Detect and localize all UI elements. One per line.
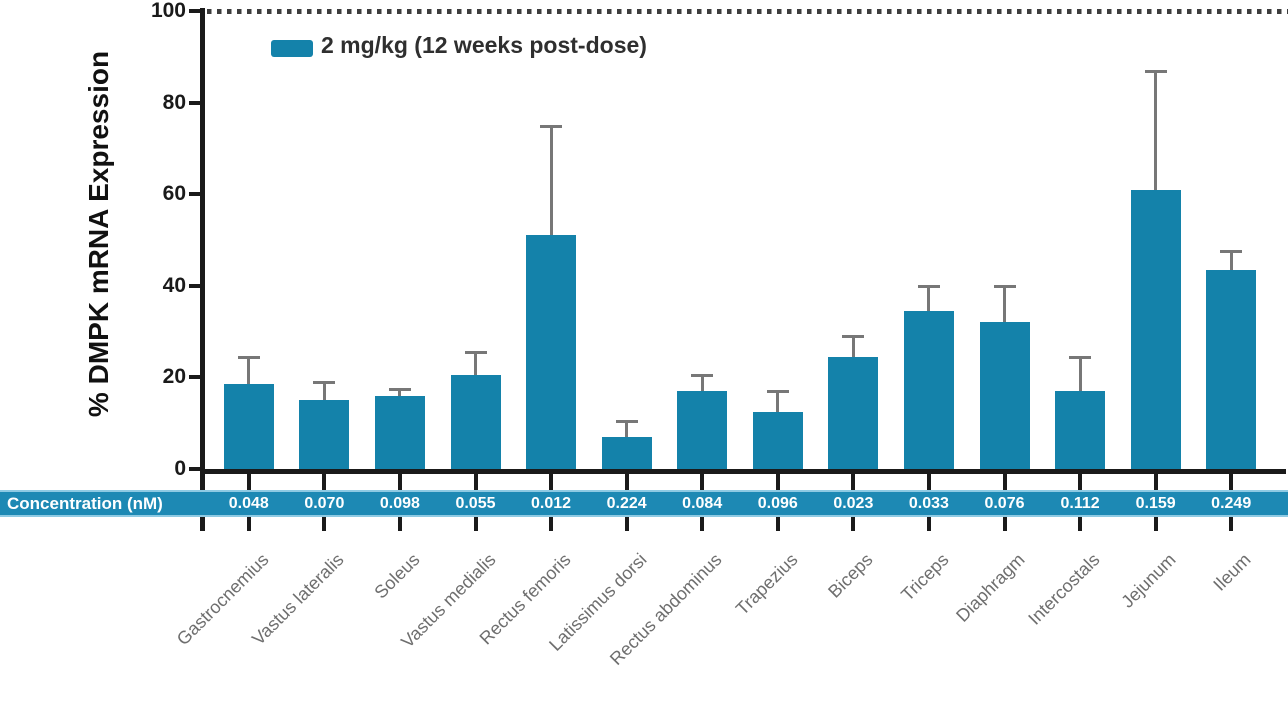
y-tick-mark	[189, 375, 200, 380]
bar-soleus	[374, 395, 425, 469]
error-bar-cap	[1220, 250, 1243, 254]
error-bar-cap	[237, 355, 260, 359]
y-tick-label: 0	[174, 457, 186, 480]
concentration-value: 0.084	[682, 495, 723, 512]
concentration-band-label: Concentration (nM)	[7, 494, 163, 513]
error-bar-line	[700, 375, 704, 392]
concentration-value: 0.098	[379, 495, 420, 512]
error-bar-cap	[313, 380, 336, 384]
error-bar-line	[398, 388, 402, 396]
error-bar-cap	[766, 390, 789, 394]
error-bar-cap	[1144, 69, 1167, 73]
concentration-value: 0.012	[531, 495, 572, 512]
concentration-value: 0.023	[833, 495, 874, 512]
error-bar-line	[1229, 251, 1233, 270]
bar-rectus-abdominus	[677, 391, 728, 469]
bar-latissimus-dorsi	[601, 436, 652, 469]
y-tick-label: 40	[162, 273, 186, 297]
error-bar-cap	[615, 419, 638, 423]
error-bar-line	[549, 125, 553, 236]
concentration-value: 0.033	[908, 495, 949, 512]
concentration-value: 0.055	[455, 495, 496, 512]
concentration-value: 0.096	[757, 495, 798, 512]
bar-vastus-medialis	[450, 375, 501, 469]
bar-jejunum	[1130, 189, 1181, 469]
bar-triceps	[903, 310, 954, 469]
bar-ileum	[1206, 269, 1257, 469]
y-tick-mark	[189, 283, 200, 288]
error-bar-cap	[917, 284, 940, 288]
error-bar-cap	[540, 124, 563, 128]
concentration-value: 0.249	[1211, 495, 1252, 512]
x-category-label: Gastrocnemius	[172, 549, 273, 650]
error-bar-cap	[388, 387, 411, 391]
error-bar-line	[1154, 70, 1158, 190]
y-tick-label: 80	[162, 90, 186, 114]
concentration-value: 0.076	[984, 495, 1025, 512]
y-tick-mark	[189, 192, 200, 197]
error-bar-line	[1003, 285, 1006, 323]
bar-trapezius	[752, 411, 803, 469]
error-bar-line	[625, 420, 629, 437]
error-bar-line	[851, 336, 855, 357]
reference-line-100	[207, 9, 1288, 14]
bar-biceps	[828, 356, 879, 469]
concentration-value: 0.159	[1135, 495, 1176, 512]
y-tick-mark	[189, 467, 200, 471]
error-bar-cap	[993, 284, 1016, 288]
error-bar-line	[927, 285, 931, 311]
bar-diaphragm	[979, 322, 1030, 469]
concentration-value: 0.224	[606, 495, 647, 512]
bar-rectus-femoris	[526, 235, 577, 469]
legend-label: 2 mg/kg (12 weeks post-dose)	[321, 32, 647, 58]
concentration-value: 0.048	[228, 495, 269, 512]
error-bar-line	[474, 352, 477, 376]
y-tick-mark	[189, 9, 200, 13]
y-tick-label: 60	[162, 182, 186, 206]
error-bar-line	[1078, 356, 1082, 392]
error-bar-cap	[1069, 355, 1092, 359]
error-bar-cap	[464, 351, 487, 355]
bar-intercostals	[1055, 391, 1106, 469]
concentration-band	[0, 490, 1288, 517]
error-bar-cap	[691, 374, 714, 378]
error-bar-cap	[842, 335, 865, 339]
legend-swatch	[271, 40, 313, 57]
error-bar-line	[322, 381, 326, 401]
y-axis-line	[200, 8, 205, 474]
y-tick-label: 20	[162, 365, 186, 389]
error-bar-line	[247, 356, 251, 385]
y-tick-label: 100	[150, 0, 186, 22]
bar-gastrocnemius	[223, 384, 274, 469]
concentration-value: 0.070	[304, 495, 345, 512]
x-axis-line	[200, 469, 1286, 474]
concentration-value: 0.112	[1060, 495, 1100, 512]
y-tick-mark	[189, 100, 200, 105]
error-bar-line	[776, 391, 780, 412]
bar-vastus-lateralis	[299, 400, 350, 469]
